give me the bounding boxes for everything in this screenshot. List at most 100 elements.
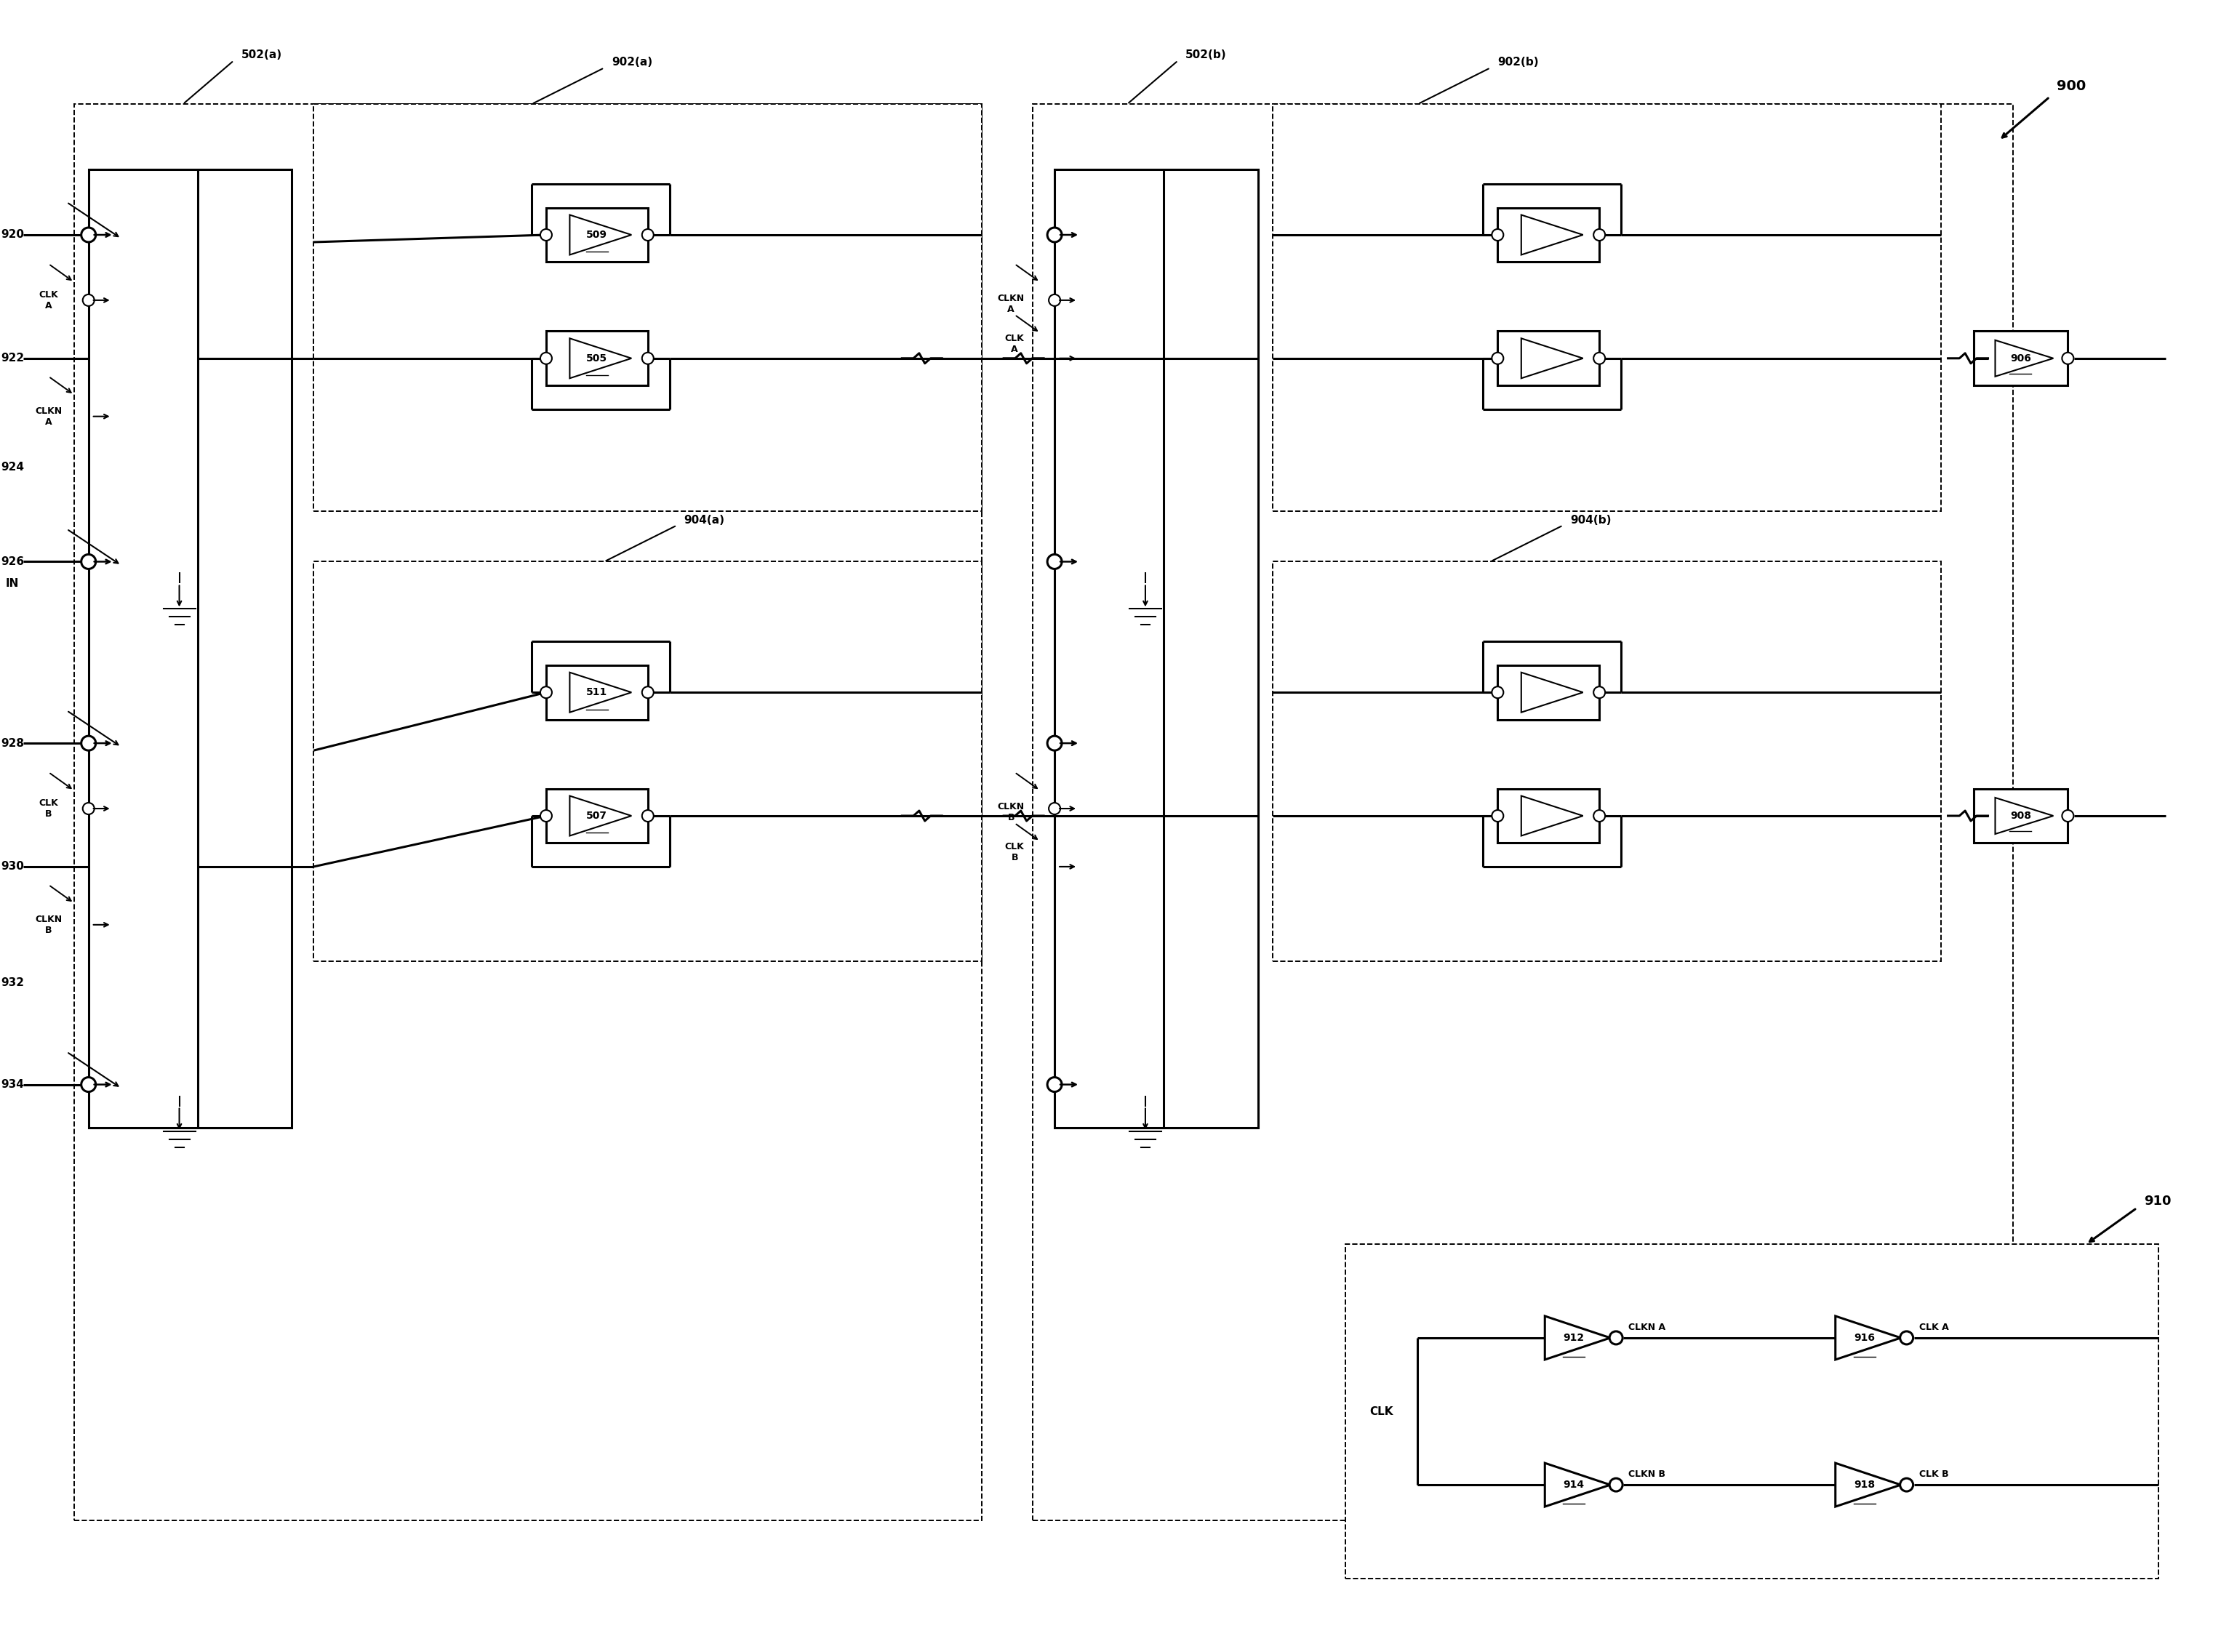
Text: 928: 928: [0, 738, 24, 748]
Text: 922: 922: [0, 354, 24, 363]
Text: 920: 920: [0, 230, 24, 240]
Polygon shape: [1520, 796, 1582, 836]
Bar: [89, 170, 292, 1128]
Polygon shape: [1545, 1464, 1611, 1507]
Circle shape: [1492, 687, 1503, 699]
Text: 908: 908: [2009, 811, 2032, 821]
Text: 507: 507: [586, 811, 609, 821]
Text: CLK A: CLK A: [1919, 1323, 1950, 1332]
Text: 910: 910: [2144, 1194, 2171, 1208]
Text: CLKN
B: CLKN B: [35, 915, 62, 935]
Text: 906: 906: [2009, 354, 2032, 363]
Polygon shape: [1520, 339, 1582, 378]
Text: CLKN B: CLKN B: [1629, 1470, 1666, 1479]
Polygon shape: [569, 796, 631, 836]
Circle shape: [1492, 230, 1503, 241]
Circle shape: [1492, 809, 1503, 821]
Text: IN: IN: [7, 578, 20, 588]
Bar: [314, 104, 983, 510]
Bar: [547, 208, 648, 263]
Bar: [1498, 330, 1600, 385]
Text: 902(b): 902(b): [1498, 56, 1538, 68]
Circle shape: [82, 735, 95, 750]
Text: 914: 914: [1562, 1480, 1585, 1490]
Circle shape: [1047, 735, 1062, 750]
Text: CLKN
A: CLKN A: [35, 406, 62, 426]
Circle shape: [1593, 352, 1604, 363]
Bar: [73, 104, 983, 1520]
Bar: [1498, 788, 1600, 843]
Circle shape: [82, 803, 95, 814]
Polygon shape: [1520, 672, 1582, 712]
Circle shape: [82, 294, 95, 306]
Bar: [1033, 104, 2014, 1520]
Circle shape: [1047, 228, 1062, 243]
Text: 916: 916: [1854, 1333, 1874, 1343]
Text: 900: 900: [2056, 79, 2087, 93]
Circle shape: [1492, 352, 1503, 363]
Polygon shape: [569, 339, 631, 378]
Polygon shape: [569, 672, 631, 712]
Polygon shape: [1996, 798, 2054, 834]
Circle shape: [540, 230, 551, 241]
Text: 934: 934: [0, 1079, 24, 1090]
Circle shape: [1593, 230, 1604, 241]
Circle shape: [540, 687, 551, 699]
Bar: [1272, 104, 1941, 510]
Polygon shape: [1835, 1317, 1901, 1360]
Text: CLKN
B: CLKN B: [998, 801, 1025, 823]
Text: CLK
B: CLK B: [1005, 843, 1025, 862]
Text: CLKN A: CLKN A: [1629, 1323, 1666, 1332]
Circle shape: [1593, 687, 1604, 699]
Text: CLKN
A: CLKN A: [998, 294, 1025, 314]
Circle shape: [1049, 294, 1060, 306]
Text: CLK
A: CLK A: [1005, 334, 1025, 354]
Text: 502(b): 502(b): [1186, 50, 1226, 61]
Text: 902(a): 902(a): [611, 56, 653, 68]
Bar: [1498, 208, 1600, 263]
Bar: [547, 330, 648, 385]
Circle shape: [82, 228, 95, 243]
Polygon shape: [1996, 340, 2054, 377]
Bar: [1974, 788, 2067, 843]
Polygon shape: [1545, 1317, 1611, 1360]
Circle shape: [642, 687, 653, 699]
Text: 904(a): 904(a): [684, 514, 726, 525]
Circle shape: [1047, 1077, 1062, 1092]
Text: 509: 509: [586, 230, 609, 240]
Circle shape: [82, 555, 95, 568]
Bar: [1272, 562, 1941, 961]
Text: 926: 926: [0, 557, 24, 567]
Circle shape: [540, 809, 551, 821]
Circle shape: [642, 352, 653, 363]
Text: CLK
A: CLK A: [40, 291, 58, 311]
Circle shape: [82, 1077, 95, 1092]
Circle shape: [1047, 555, 1062, 568]
Text: 904(b): 904(b): [1571, 514, 1611, 525]
Polygon shape: [569, 215, 631, 254]
Circle shape: [642, 230, 653, 241]
Text: 511: 511: [586, 687, 609, 697]
Circle shape: [2063, 352, 2074, 363]
Bar: [547, 666, 648, 720]
Text: 924: 924: [0, 463, 24, 472]
Bar: [1498, 666, 1600, 720]
Text: CLK: CLK: [1370, 1406, 1394, 1417]
Polygon shape: [1520, 215, 1582, 254]
Text: 930: 930: [0, 861, 24, 872]
Circle shape: [1901, 1332, 1912, 1345]
Text: 502(a): 502(a): [241, 50, 281, 61]
Circle shape: [1609, 1479, 1622, 1492]
Circle shape: [1609, 1332, 1622, 1345]
Circle shape: [2063, 809, 2074, 821]
Text: 918: 918: [1854, 1480, 1874, 1490]
Text: CLK B: CLK B: [1919, 1470, 1947, 1479]
Circle shape: [1593, 809, 1604, 821]
Text: 932: 932: [0, 978, 24, 988]
Polygon shape: [1835, 1464, 1901, 1507]
Bar: [1346, 1244, 2158, 1578]
Circle shape: [642, 809, 653, 821]
Bar: [1056, 170, 1257, 1128]
Text: 505: 505: [586, 354, 609, 363]
Bar: [314, 562, 983, 961]
